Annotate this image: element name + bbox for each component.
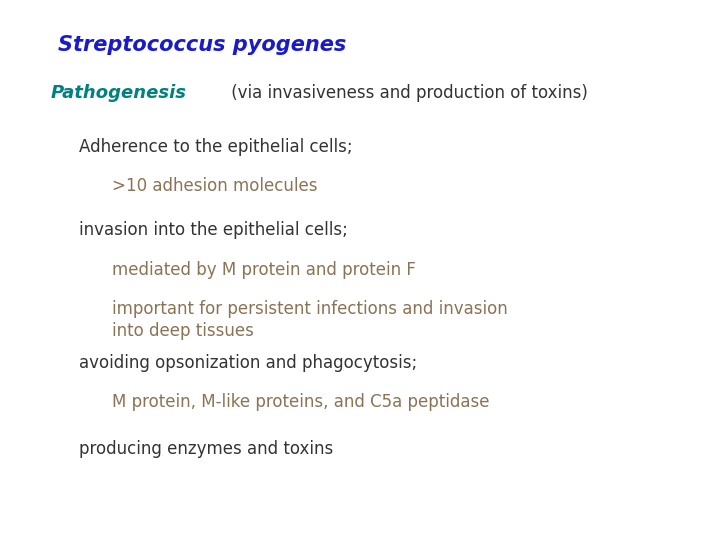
Text: important for persistent infections and invasion
into deep tissues: important for persistent infections and … <box>112 300 508 340</box>
Text: mediated by M protein and protein F: mediated by M protein and protein F <box>112 261 415 279</box>
Text: Adherence to the epithelial cells;: Adherence to the epithelial cells; <box>79 138 353 156</box>
Text: (via invasiveness and production of toxins): (via invasiveness and production of toxi… <box>226 84 588 102</box>
Text: M protein, M-like proteins, and C5a peptidase: M protein, M-like proteins, and C5a pept… <box>112 393 489 411</box>
Text: avoiding opsonization and phagocytosis;: avoiding opsonization and phagocytosis; <box>79 354 418 372</box>
Text: >10 adhesion molecules: >10 adhesion molecules <box>112 177 317 195</box>
Text: invasion into the epithelial cells;: invasion into the epithelial cells; <box>79 221 348 239</box>
Text: Pathogenesis: Pathogenesis <box>50 84 186 102</box>
Text: Streptococcus pyogenes: Streptococcus pyogenes <box>58 35 346 55</box>
Text: producing enzymes and toxins: producing enzymes and toxins <box>79 440 333 458</box>
